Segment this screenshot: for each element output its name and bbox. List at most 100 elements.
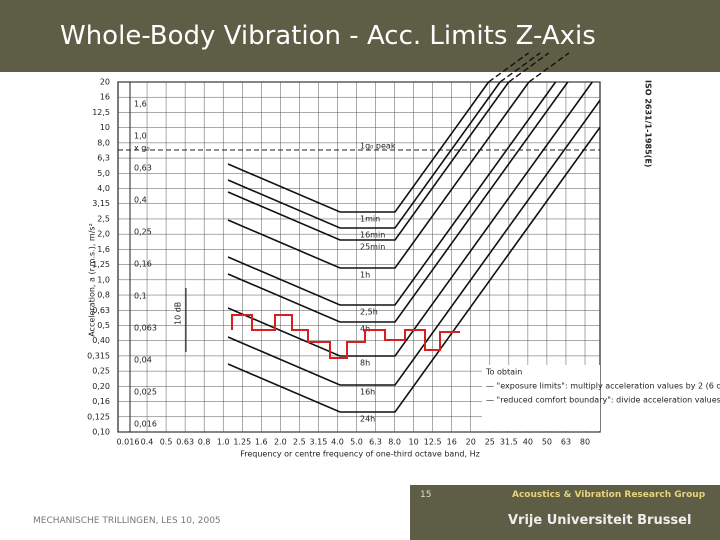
x-tick-label: 31.5: [500, 438, 518, 447]
x-tick-label: 1.0: [217, 438, 230, 447]
y-tick-label: 0,20: [92, 382, 110, 391]
g-tick-label: 0,1: [134, 292, 147, 301]
x-tick-label: 8.0: [388, 438, 401, 447]
x-tick-label: 0.4: [141, 438, 154, 447]
x-tick-label: 80: [580, 438, 590, 447]
limit-curve: [227, 81, 501, 229]
g-tick-label: 0,016: [134, 420, 157, 429]
g-tick-label: 0,025: [134, 388, 157, 397]
g-unit: x g₀: [134, 144, 150, 153]
x-tick-label: 3.15: [310, 438, 328, 447]
y-tick-label: 6,3: [97, 154, 110, 163]
limit-curve-dashed: [488, 52, 530, 83]
y-tick-label: 0,5: [97, 321, 110, 330]
curve-label: 25min: [360, 243, 385, 252]
limit-curve: [227, 81, 593, 357]
limit-curve-dashed: [508, 52, 550, 83]
x-tick-label: 5.0: [350, 438, 363, 447]
g-tick-label: 0,16: [134, 260, 152, 269]
limit-curve: [227, 126, 601, 413]
g-tick-label: 1,0: [134, 132, 147, 141]
x-tick-label: 2.5: [293, 438, 306, 447]
limit-curve: [227, 81, 530, 269]
limit-curve: [227, 81, 490, 213]
x-tick-label: 20: [466, 438, 476, 447]
g-tick-label: 0,04: [134, 356, 152, 365]
y-tick-label: 0,10: [92, 428, 110, 437]
x-tick-label: 4.0: [331, 438, 344, 447]
y-tick-label: 4,0: [97, 184, 110, 193]
y-tick-label: 0,125: [87, 412, 110, 421]
x-tick-label: 25: [485, 438, 495, 447]
y-tick-label: 0,25: [92, 367, 110, 376]
curve-label: 2,5h: [360, 308, 378, 317]
y-tick-label: 20: [100, 78, 110, 87]
g-tick-label: 1,6: [134, 100, 147, 109]
university-name: Vrije Universiteit Brussel: [508, 513, 691, 528]
slide-title: Whole-Body Vibration - Acc. Limits Z-Axi…: [60, 21, 596, 51]
curve-label: 16min: [360, 231, 385, 240]
curve-label: 1min: [360, 215, 380, 224]
y-tick-label: 5,0: [97, 169, 110, 178]
x-tick-label: 16: [447, 438, 457, 447]
y-tick-label: 2,0: [97, 230, 110, 239]
x-axis-label: Frequency or centre frequency of one-thi…: [240, 450, 480, 459]
x-tick-label: 63: [561, 438, 571, 447]
group-name: Acoustics & Vibration Research Group: [512, 490, 706, 500]
y-tick-label: 1,0: [97, 275, 110, 284]
title-bar: [0, 0, 720, 72]
footer-bar: [410, 485, 720, 540]
y-tick-label: 12,5: [92, 108, 110, 117]
y-tick-label: 10: [100, 123, 110, 132]
measured-spectrum: [231, 314, 460, 359]
curve-label: 16h: [360, 388, 375, 397]
x-tick-label: 0.63: [176, 438, 194, 447]
g-tick-label: 0,4: [134, 196, 147, 205]
g-tick-label: 0,25: [134, 228, 152, 237]
limit-curve: [227, 81, 510, 241]
x-tick-label: 1.25: [233, 438, 251, 447]
note-line: To obtain: [485, 368, 522, 377]
y-tick-label: 0,63: [92, 306, 110, 315]
y-tick-label: 0,315: [87, 351, 110, 360]
curve-label: 1h: [360, 271, 370, 280]
curve-label: 24h: [360, 415, 375, 424]
y-tick-label: 1,25: [92, 260, 110, 269]
limit-curve: [227, 81, 569, 323]
y-tick-label: 8,0: [97, 138, 110, 147]
y-tick-label: 0,8: [97, 291, 110, 300]
db-label: 10 dB: [174, 302, 183, 325]
x-tick-label: 0.016: [117, 438, 140, 447]
limit-curve: [227, 81, 557, 306]
x-tick-label: 0.8: [198, 438, 211, 447]
page-number: 15: [420, 490, 431, 500]
limit-curve: [227, 99, 601, 386]
curve-label: 8h: [360, 359, 370, 368]
y-tick-label: 2,5: [97, 214, 110, 223]
x-tick-label: 0.5: [160, 438, 173, 447]
x-tick-label: 40: [523, 438, 533, 447]
x-tick-label: 12.5: [424, 438, 442, 447]
note-line: — "reduced comfort boundary": divide acc…: [486, 396, 720, 405]
note-bg: [482, 365, 600, 431]
x-tick-label: 50: [542, 438, 552, 447]
limit-curve-dashed: [499, 52, 541, 83]
figure: 20 16 12,5 10 8,0 6,3 5,0 4,0 3,15 2,5 2,0 1,6 1,25 1…: [87, 52, 720, 459]
g-tick-label: 0,063: [134, 324, 157, 333]
x-tick-label: 10: [409, 438, 419, 447]
course-name: MECHANISCHE TRILLINGEN, LES 10, 2005: [33, 516, 221, 526]
y-tick-label: 0,16: [92, 397, 110, 406]
x-tick-label: 2.0: [274, 438, 287, 447]
y-tick-label: 0,40: [92, 336, 110, 345]
peak-label: 1g₀ peak: [360, 142, 396, 151]
x-tick-label: 6.3: [369, 438, 382, 447]
standard-label: ISO 2631/1-1985(E): [644, 80, 653, 167]
limit-curve-dashed: [528, 52, 570, 83]
x-tick-label: 1.6: [255, 438, 268, 447]
y-tick-label: 16: [100, 93, 110, 102]
y-tick-label: 1,6: [97, 245, 110, 254]
g-tick-label: 0,63: [134, 164, 152, 173]
y-axis-label: Acceleration, a (r.m.s.), m/s²: [88, 223, 97, 337]
y-tick-label: 3,15: [92, 199, 110, 208]
